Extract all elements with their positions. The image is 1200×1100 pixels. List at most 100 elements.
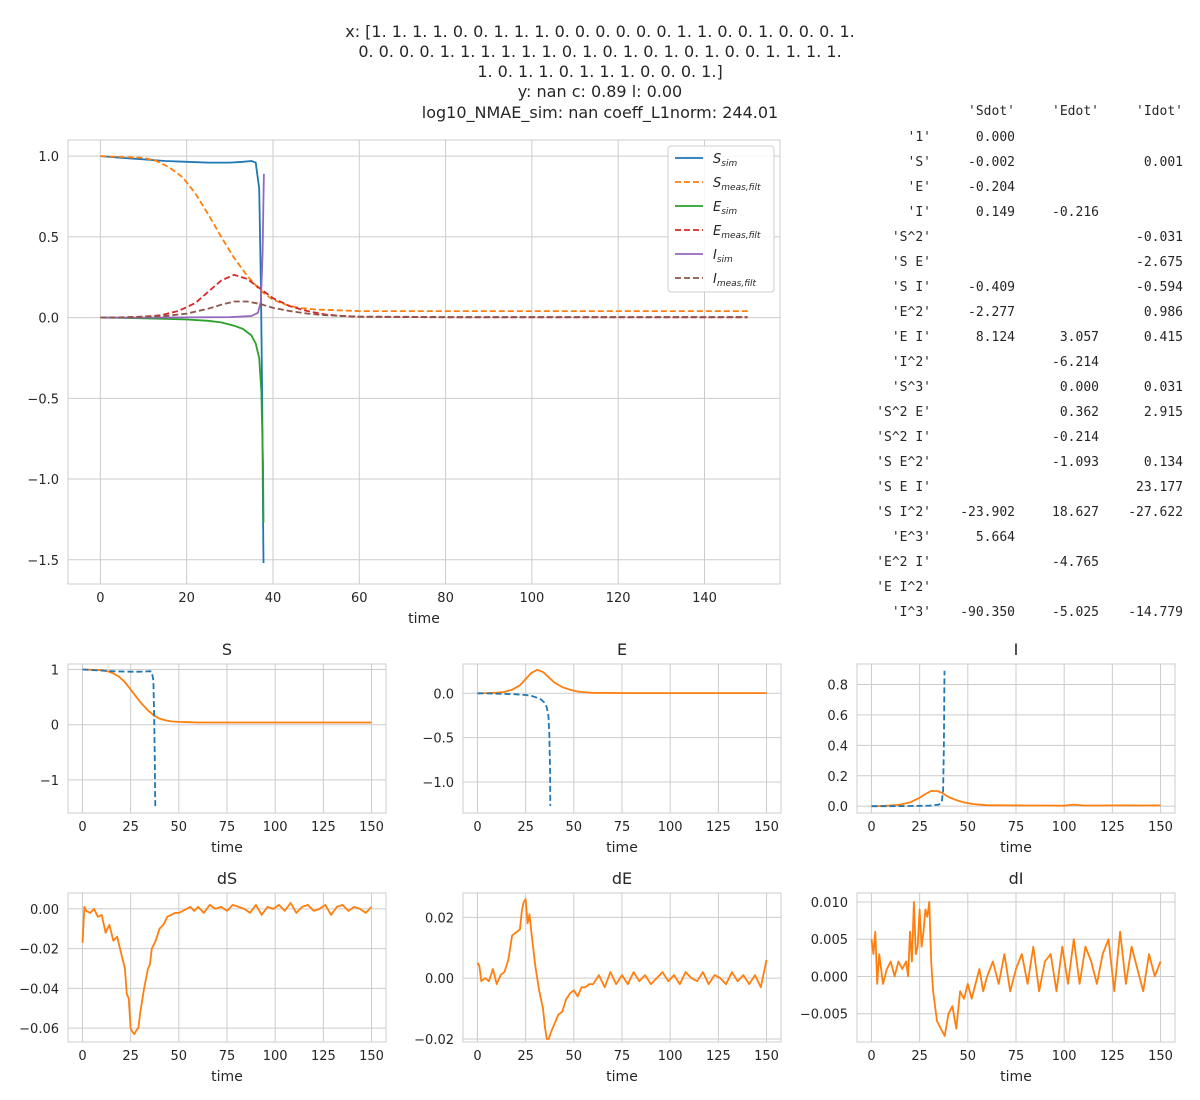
axes-frame (67, 139, 781, 585)
axes-frame (67, 663, 387, 814)
table-row-term: 'I^2' (892, 355, 931, 370)
table-row: 'E^2 I' -4.765 (876, 555, 1099, 570)
y-tick-label: 0.2 (827, 770, 848, 785)
subplot-dE: 0 25 50 75 100 125 150 −0.02 0.00 0.02 time dE (414, 869, 782, 1085)
table-cell: -23.902 (960, 505, 1015, 520)
table-cell: 0.031 (1144, 380, 1183, 395)
series-line-I-sim (100, 173, 265, 319)
x-tick-label: 25 (911, 1049, 928, 1064)
x-tick-label: 100 (658, 1049, 683, 1064)
y-tick-label: −0.02 (414, 1033, 454, 1048)
table-row-term: 'S E I' (876, 480, 931, 495)
x-tick-label: 75 (219, 820, 236, 835)
title-line: log10_NMAE_sim: nan coeff_L1norm: 244.01 (422, 103, 778, 123)
legend: Ssim Smeas,filt Esim Emeas,filt Isim Imeas,fi… (667, 145, 775, 293)
x-tick-label: 25 (122, 820, 139, 835)
axes-frame (856, 892, 1176, 1043)
table-column-header: 'Sdot' (968, 104, 1015, 119)
x-tick-label: 0 (473, 820, 481, 835)
x-tick-label: 100 (519, 591, 544, 606)
x-tick-label: 25 (517, 820, 534, 835)
x-tick-label: 75 (614, 820, 631, 835)
subplot-title: dE (612, 869, 632, 888)
x-tick-label: 80 (437, 591, 454, 606)
x-tick-label: 0 (867, 1049, 875, 1064)
x-tick-label: 50 (960, 1049, 977, 1064)
title-line: 1. 0. 1. 1. 0. 1. 1. 1. 0. 0. 0. 1.] (477, 62, 722, 81)
y-tick-label: 1.0 (38, 150, 59, 165)
series-line (477, 692, 552, 806)
title-line: x: [1. 1. 1. 1. 0. 0. 1. 1. 1. 0. 0. 0. … (345, 22, 855, 41)
table-cell: -0.214 (1052, 430, 1099, 445)
axes-frame (462, 663, 782, 814)
y-tick-label: 0.000 (811, 970, 848, 985)
x-tick-label: 75 (1008, 1049, 1025, 1064)
y-tick-label: −1.5 (27, 554, 59, 569)
series-line (870, 901, 1162, 1037)
table-cell: 0.001 (1144, 155, 1183, 170)
series-line-S-sim (100, 155, 265, 564)
table-row-term: 'I^3' (892, 605, 931, 620)
table-row-term: 'S I' (892, 280, 931, 295)
axes-frame (67, 892, 387, 1043)
table-row: 'E^3' 5.664 (892, 530, 1015, 545)
x-tick-label: 100 (263, 820, 288, 835)
y-tick-label: 0.02 (425, 911, 454, 926)
table-row-term: 'S^2' (892, 230, 931, 245)
table-row: 'I^3' -90.350 -5.025 -14.779 (892, 605, 1183, 620)
x-tick-label: 100 (263, 1049, 288, 1064)
table-cell: 0.415 (1144, 330, 1183, 345)
table-row-term: 'I' (908, 205, 931, 220)
table-column-header: 'Idot' (1136, 104, 1183, 119)
series-line-E-sim (100, 316, 265, 523)
x-tick-label: 50 (960, 820, 977, 835)
axes-frame (462, 892, 782, 1043)
table-row-term: 'E^3' (892, 530, 931, 545)
table-row-term: 'S' (908, 155, 931, 170)
subplot-I: 0 25 50 75 100 125 150 0.0 0.2 0.4 0.6 0.8 time I (827, 640, 1176, 856)
x-tick-label: 0 (78, 1049, 86, 1064)
x-axis-label: time (211, 840, 243, 856)
title-line: y: nan c: 0.89 l: 0.00 (518, 82, 682, 101)
x-tick-label: 50 (566, 1049, 583, 1064)
y-tick-label: 0.0 (827, 800, 848, 815)
x-tick-label: 150 (359, 1049, 384, 1064)
subplot-title: S (222, 640, 232, 659)
table-row: '1' 0.000 (908, 130, 1015, 145)
x-tick-label: 20 (178, 591, 195, 606)
table-row: 'S I' -0.409 -0.594 (892, 280, 1183, 295)
x-tick-label: 50 (171, 1049, 188, 1064)
x-tick-label: 150 (1148, 1049, 1173, 1064)
table-row: 'I^2' -6.214 (892, 355, 1099, 370)
x-tick-label: 50 (566, 820, 583, 835)
table-cell: -0.002 (968, 155, 1015, 170)
table-cell: -90.350 (960, 605, 1015, 620)
x-tick-label: 25 (517, 1049, 534, 1064)
subplot-E: 0 25 50 75 100 125 150 −1.0 −0.5 0.0 time E (422, 640, 782, 856)
x-tick-label: 50 (171, 820, 188, 835)
x-tick-label: 140 (692, 591, 717, 606)
table-row-term: 'E' (908, 180, 931, 195)
table-cell: 8.124 (976, 330, 1015, 345)
series-line (82, 668, 157, 809)
y-tick-label: 0.4 (827, 739, 848, 754)
legend-entry: Ssim (713, 152, 737, 169)
table-cell: 0.134 (1144, 455, 1183, 470)
y-tick-label: −0.04 (19, 982, 59, 997)
x-tick-label: 0 (473, 1049, 481, 1064)
x-tick-label: 150 (754, 820, 779, 835)
table-row-term: 'S I^2' (876, 505, 931, 520)
table-row-term: 'S E^2' (876, 455, 931, 470)
table-cell: -0.031 (1136, 230, 1183, 245)
x-axis-label: time (211, 1069, 243, 1085)
coefficient-table: 'Sdot' 'Edot' 'Idot' '1' 0.000 'S' -0.002 0.001… (876, 104, 1183, 620)
series-line (871, 790, 1161, 808)
table-cell: -6.214 (1052, 355, 1099, 370)
legend-entry: Smeas,filt (713, 176, 761, 193)
x-axis-label: time (606, 840, 638, 856)
y-tick-label: −1 (40, 774, 59, 789)
x-tick-label: 100 (1052, 1049, 1077, 1064)
table-row: 'E I' 8.124 3.057 0.415 (892, 330, 1183, 345)
x-tick-label: 25 (911, 820, 928, 835)
table-cell: 5.664 (976, 530, 1015, 545)
